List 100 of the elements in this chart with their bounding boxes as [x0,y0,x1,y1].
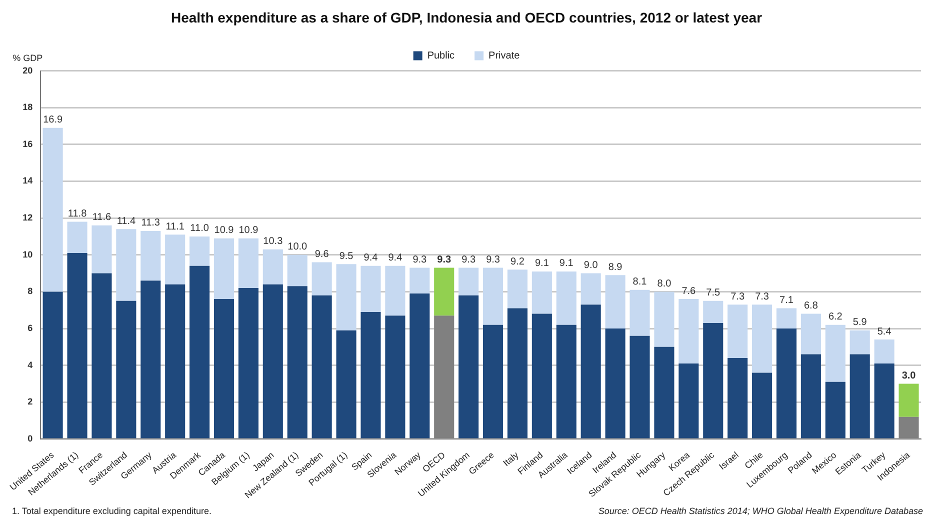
total-label: 8.1 [632,276,648,288]
bar [776,308,797,329]
bar [360,312,381,438]
bar [42,292,63,438]
y-tick-label: 20 [22,65,33,76]
total-label: 8.9 [608,262,623,273]
bar [605,275,626,329]
bar [67,222,88,254]
bar [556,271,576,325]
bar [385,266,406,316]
total-label: 9.5 [339,250,354,262]
y-tick-label: 4 [28,360,33,370]
total-label: 9.4 [364,252,378,264]
y-tick-label: 2 [28,396,33,407]
total-label: 9.3 [412,254,428,266]
y-tick-label: 12 [22,212,33,223]
bar [385,316,406,438]
total-label: 9.0 [584,260,598,272]
total-label: 6.8 [804,300,818,312]
bar [654,346,674,438]
bar [287,286,308,438]
y-tick-label: 18 [22,102,33,112]
bar [238,238,258,288]
total-label: 11.8 [68,208,88,220]
bar [678,299,699,364]
total-label: 9.1 [559,258,574,270]
text: 1. Total expenditure excluding capital expenditure. [12,506,212,516]
bar [410,268,430,294]
total-label: 8.0 [657,278,672,290]
bar [630,336,650,438]
total-label: 7.3 [755,291,770,302]
bar [532,314,552,438]
y-tick-label: 10 [22,249,33,260]
bar [410,294,430,438]
bar [190,236,210,266]
total-label: 3.0 [902,370,916,382]
bar [728,304,748,358]
bar [287,254,308,286]
bar [728,358,748,438]
total-label: 6.2 [828,312,843,323]
bar [214,238,234,300]
source-note: Source: OECD Health Statistics 2014; WHO Global Health Expenditure Database [598,506,923,516]
total-label: 10.0 [288,242,308,253]
bar [556,324,576,438]
bar [654,292,674,347]
bar [898,384,919,417]
total-label: 5.4 [877,326,892,338]
total-label: 7.6 [682,286,696,297]
bar [140,280,161,438]
total-label: 11.0 [190,223,210,234]
y-tick-label: 6 [28,323,33,333]
bar [482,324,504,438]
bar [874,363,894,438]
bar [580,273,601,305]
total-label: 10.9 [238,225,259,236]
bar [360,266,381,312]
bar [140,230,161,281]
bar [262,284,283,438]
bar [825,324,846,382]
y-tick-label: 16 [22,138,33,149]
total-label: 7.1 [780,295,794,306]
bar [482,268,504,325]
bar [434,268,454,316]
bar [116,300,136,438]
bar [678,363,699,438]
bar [262,249,283,284]
total-label: 7.3 [730,291,745,302]
total-label: 11.1 [166,221,185,232]
bar [336,330,356,438]
total-label: 9.2 [510,256,525,268]
bar [630,290,650,336]
total-label: 11.3 [141,218,160,229]
bar [214,299,234,438]
bar [850,354,870,438]
y-tick-label: 8 [28,286,33,296]
bar [703,322,724,438]
total-label: 9.3 [486,254,500,266]
bar [874,340,894,364]
bar [752,304,772,373]
x-tick-label: Italy [501,450,521,468]
total-label: 7.5 [706,288,721,299]
bar [165,234,186,284]
bar [605,328,626,438]
bar [116,229,136,301]
y-tick-label: 14 [22,176,33,186]
total-label: 9.6 [314,248,330,260]
legend-label: Public [427,50,455,62]
total-label: 10.9 [214,225,234,236]
bar [507,270,528,308]
bar [92,225,112,274]
total-label: 11.6 [92,212,112,224]
bar [703,300,724,323]
y-tick-label: 0 [28,433,33,444]
bar [532,271,552,314]
bar [165,284,186,438]
bar [507,308,528,438]
bar [825,382,846,438]
bar [336,264,356,330]
bar [800,354,821,438]
bar [190,266,210,438]
